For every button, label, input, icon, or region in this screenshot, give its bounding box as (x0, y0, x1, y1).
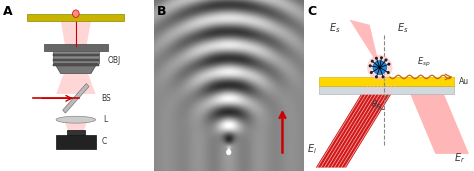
Text: L: L (103, 115, 108, 124)
Bar (53, 64, 99, 66)
Circle shape (380, 56, 383, 59)
Polygon shape (64, 120, 88, 135)
Text: $E_s$: $E_s$ (329, 21, 341, 35)
Polygon shape (56, 74, 96, 94)
Circle shape (369, 64, 372, 67)
Text: $E_{sp}$: $E_{sp}$ (417, 56, 430, 69)
Text: B: B (157, 5, 166, 18)
Circle shape (226, 149, 231, 155)
Circle shape (373, 61, 386, 74)
Text: C: C (308, 5, 317, 18)
Polygon shape (407, 86, 469, 154)
Text: $E_r$: $E_r$ (454, 151, 465, 165)
Circle shape (370, 71, 373, 74)
Ellipse shape (56, 116, 96, 123)
Text: $\theta_R$: $\theta_R$ (371, 99, 382, 111)
Circle shape (375, 57, 378, 60)
Circle shape (382, 75, 384, 78)
Bar (53, 54, 99, 56)
Bar (67, 130, 85, 135)
Bar (319, 86, 454, 94)
Polygon shape (349, 20, 380, 68)
Bar (27, 14, 124, 21)
Bar (319, 77, 454, 86)
Circle shape (73, 10, 79, 17)
Circle shape (367, 55, 392, 80)
Text: Au: Au (459, 77, 469, 86)
Text: A: A (3, 5, 13, 18)
Circle shape (387, 63, 391, 66)
Bar (56, 135, 96, 149)
Bar (44, 44, 108, 51)
Text: BS: BS (101, 94, 111, 103)
Text: $E_i$: $E_i$ (308, 142, 318, 156)
Polygon shape (61, 21, 91, 46)
Polygon shape (316, 86, 397, 168)
Circle shape (375, 75, 378, 78)
Circle shape (384, 58, 388, 62)
Text: $E_s$: $E_s$ (397, 21, 408, 35)
Text: C: C (101, 137, 107, 146)
Circle shape (371, 60, 374, 63)
Circle shape (387, 71, 390, 74)
Bar (53, 51, 99, 63)
Bar (53, 59, 99, 61)
Polygon shape (63, 83, 89, 113)
Polygon shape (55, 63, 97, 74)
Text: OBJ: OBJ (108, 56, 121, 65)
